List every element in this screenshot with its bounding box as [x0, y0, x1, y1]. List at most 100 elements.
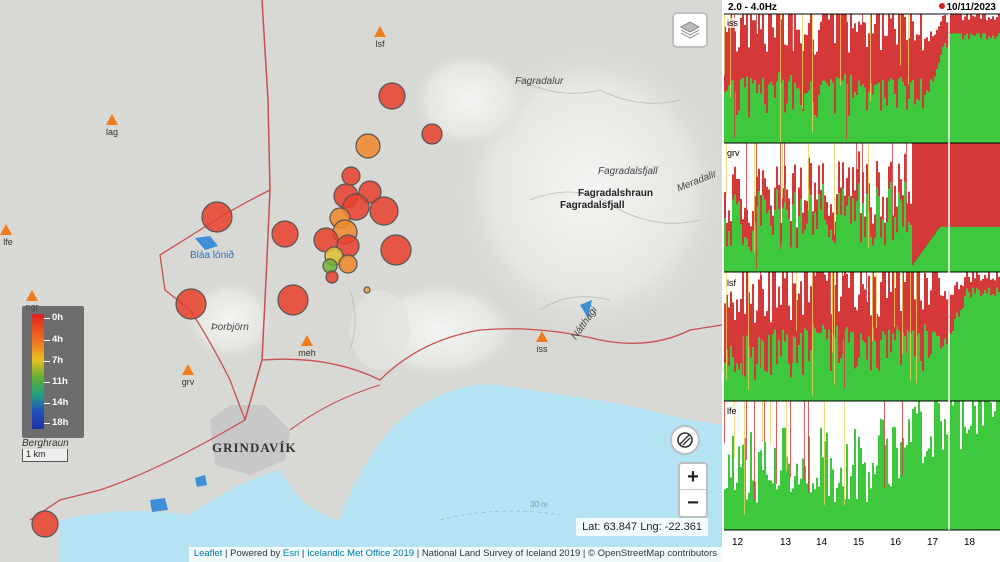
tremor-bar	[730, 477, 732, 530]
tremor-bar	[768, 189, 770, 210]
tremor-bar	[918, 35, 920, 101]
tremor-bar	[806, 483, 808, 530]
tremor-bar	[928, 357, 930, 401]
tremor-bar	[950, 401, 952, 530]
station-triangle-icon	[0, 224, 12, 235]
tremor-bar	[882, 419, 884, 530]
tremor-bar	[872, 320, 874, 401]
tremor-bar	[742, 244, 744, 272]
tremor-bar	[944, 291, 946, 339]
tremor-bar	[744, 25, 746, 88]
tremor-event-line	[796, 272, 797, 331]
tremor-bar	[784, 185, 786, 272]
tremor-bar	[932, 272, 934, 332]
zoom-in-button[interactable]: +	[680, 464, 706, 490]
tremor-bar	[856, 200, 858, 272]
tremor-bar	[826, 280, 828, 340]
tremor-bar	[778, 209, 780, 272]
seismic-map[interactable]: Fagradalur Fagradalsfjall Meradalir Fagr…	[0, 0, 722, 562]
tremor-bar	[952, 143, 954, 227]
tremor-bar	[914, 299, 916, 357]
tremor-bar	[860, 24, 862, 87]
tremor-bar	[738, 201, 740, 272]
tremor-bar	[818, 29, 820, 95]
tremor-bar	[730, 346, 732, 401]
tremor-bar	[800, 43, 802, 106]
tremor-bar	[964, 16, 966, 36]
tremor-event-line	[910, 272, 911, 381]
tremor-bar	[764, 199, 766, 272]
tremor-bar	[852, 167, 854, 199]
tremor-bar	[830, 204, 832, 230]
tremor-bar	[994, 411, 996, 530]
tremor-event-line	[764, 401, 765, 442]
tremor-event-line	[844, 272, 845, 388]
tremor-bar	[990, 143, 992, 227]
tremor-bar	[874, 84, 876, 143]
tremor-event-line	[906, 272, 907, 353]
tremor-event-line	[814, 272, 815, 327]
tremor-bar	[732, 79, 734, 143]
tremor-bar	[776, 189, 778, 272]
place-label: Bláa lónið	[190, 250, 234, 261]
tremor-bar	[906, 313, 908, 401]
tremor-bar	[970, 14, 972, 34]
tremor-bar	[796, 363, 798, 401]
tremor-bar	[774, 328, 776, 401]
chart-date-text: 10/11/2023	[946, 2, 997, 13]
tremor-bar	[740, 298, 742, 364]
tremor-bar	[804, 229, 806, 272]
tremor-bar	[800, 167, 802, 200]
tremor-bar	[876, 160, 878, 188]
tremor-bar	[792, 204, 794, 272]
leaflet-link[interactable]: Leaflet	[193, 548, 223, 559]
tremor-bar	[820, 272, 822, 334]
tremor-bar	[770, 225, 772, 272]
tremor-event-line	[726, 272, 727, 380]
tremor-bar	[988, 272, 990, 288]
tremor-bar	[998, 33, 1000, 143]
tremor-bar	[730, 291, 732, 347]
legend-tick: 7h	[52, 355, 64, 366]
earthquake-markers	[31, 82, 443, 538]
zoom-out-button[interactable]: −	[687, 492, 699, 514]
station-label: meh	[298, 348, 316, 358]
tremor-bar	[832, 212, 834, 241]
tremor-bar	[900, 76, 902, 143]
tremor-bar	[740, 224, 742, 272]
tremor-bar	[728, 307, 730, 366]
tremor-bar	[944, 419, 946, 530]
tremor-bar	[896, 107, 898, 143]
tremor-bar	[744, 376, 746, 401]
tremor-bar	[740, 79, 742, 143]
tremor-bar	[740, 17, 742, 80]
tremor-bar	[956, 14, 958, 34]
tremor-bar	[796, 227, 798, 249]
tremor-bar	[944, 43, 946, 143]
imo-link[interactable]: Icelandic Met Office 2019	[307, 548, 415, 559]
tremor-event-line	[862, 143, 863, 201]
tremor-bar	[790, 491, 792, 530]
tremor-bar	[732, 436, 734, 530]
tremor-event-line	[724, 14, 725, 75]
tremor-bar	[748, 222, 750, 248]
tremor-bar	[734, 489, 736, 530]
tremor-bar	[724, 489, 726, 530]
tremor-bar	[868, 336, 870, 401]
draw-shape-button[interactable]	[670, 425, 700, 455]
tremor-bar	[756, 364, 758, 401]
tremor-bar	[856, 498, 858, 530]
tremor-bar	[778, 14, 780, 73]
tremor-bar	[824, 219, 826, 272]
tremor-bar	[956, 401, 958, 530]
tremor-bar	[918, 272, 920, 334]
chart-station-label: iss	[727, 18, 738, 28]
esri-link[interactable]: Esri	[282, 548, 300, 559]
x-tick-label: 13	[780, 537, 792, 548]
layers-button[interactable]	[672, 12, 708, 48]
tremor-bar	[788, 75, 790, 143]
tremor-bar	[726, 487, 728, 530]
tremor-bar	[888, 188, 890, 272]
tremor-bar	[804, 465, 806, 530]
tremor-bar	[966, 433, 968, 530]
